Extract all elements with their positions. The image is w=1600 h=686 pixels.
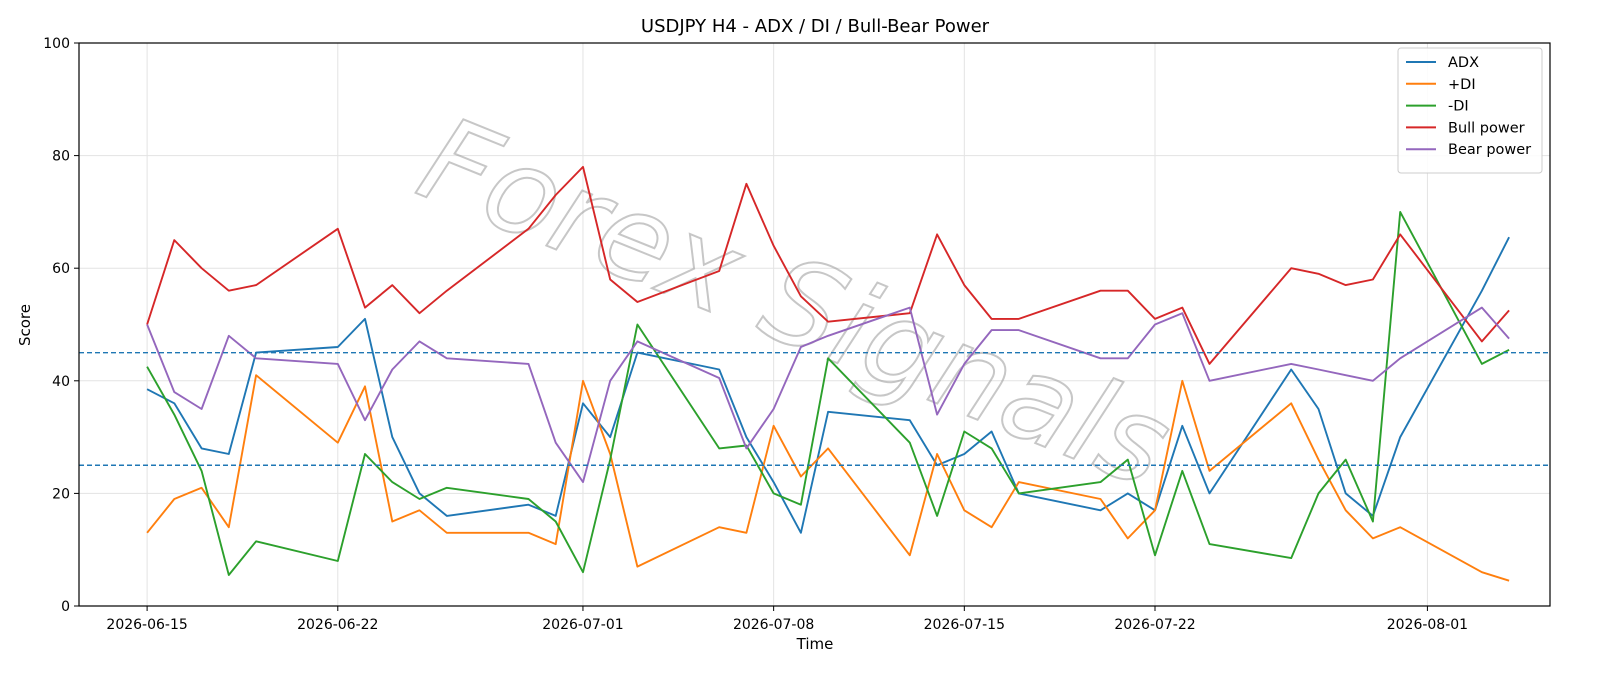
plot-frame [78, 42, 1551, 607]
x-tick-label: 2026-08-01 [1387, 617, 1468, 633]
series-layer [146, 165, 1510, 582]
reference-lines [79, 351, 1550, 466]
x-tick-label: 2026-07-01 [542, 617, 623, 633]
legend-box [1397, 47, 1543, 174]
series-line-4 [146, 306, 1510, 484]
legend-label: +DI [1448, 77, 1476, 93]
x-tick-label: 2026-06-15 [106, 617, 187, 633]
y-axis-label: Score [16, 304, 34, 346]
y-tick-label: 60 [52, 261, 70, 277]
x-tick-label: 2026-06-22 [297, 617, 378, 633]
y-axis-ticks: 0 20 40 60 80 100 [43, 36, 79, 615]
x-tick-label: 2026-07-22 [1114, 617, 1195, 633]
x-axis-label: Time [796, 635, 834, 653]
y-tick-label: 0 [61, 599, 70, 615]
legend: ADX +DI -DI Bull power Bear power [1397, 47, 1543, 174]
series-line-0 [146, 236, 1510, 534]
x-axis-ticks: 2026-06-15 2026-06-22 2026-07-01 2026-07-08… [106, 606, 1468, 633]
legend-label: Bull power [1448, 120, 1525, 136]
legend-label: -DI [1448, 99, 1469, 115]
y-tick-label: 80 [52, 149, 70, 165]
series-line-2 [146, 210, 1510, 576]
x-tick-label: 2026-07-15 [924, 617, 1005, 633]
x-tick-label: 2026-07-08 [733, 617, 814, 633]
y-tick-label: 20 [52, 486, 70, 502]
legend-label: ADX [1448, 55, 1479, 71]
chart-title: USDJPY H4 - ADX / DI / Bull-Bear Power [641, 16, 990, 37]
series-line-3 [146, 165, 1510, 365]
series-line-1 [146, 374, 1510, 582]
y-tick-label: 100 [43, 36, 70, 52]
legend-label: Bear power [1448, 142, 1531, 158]
y-tick-label: 40 [52, 374, 70, 390]
